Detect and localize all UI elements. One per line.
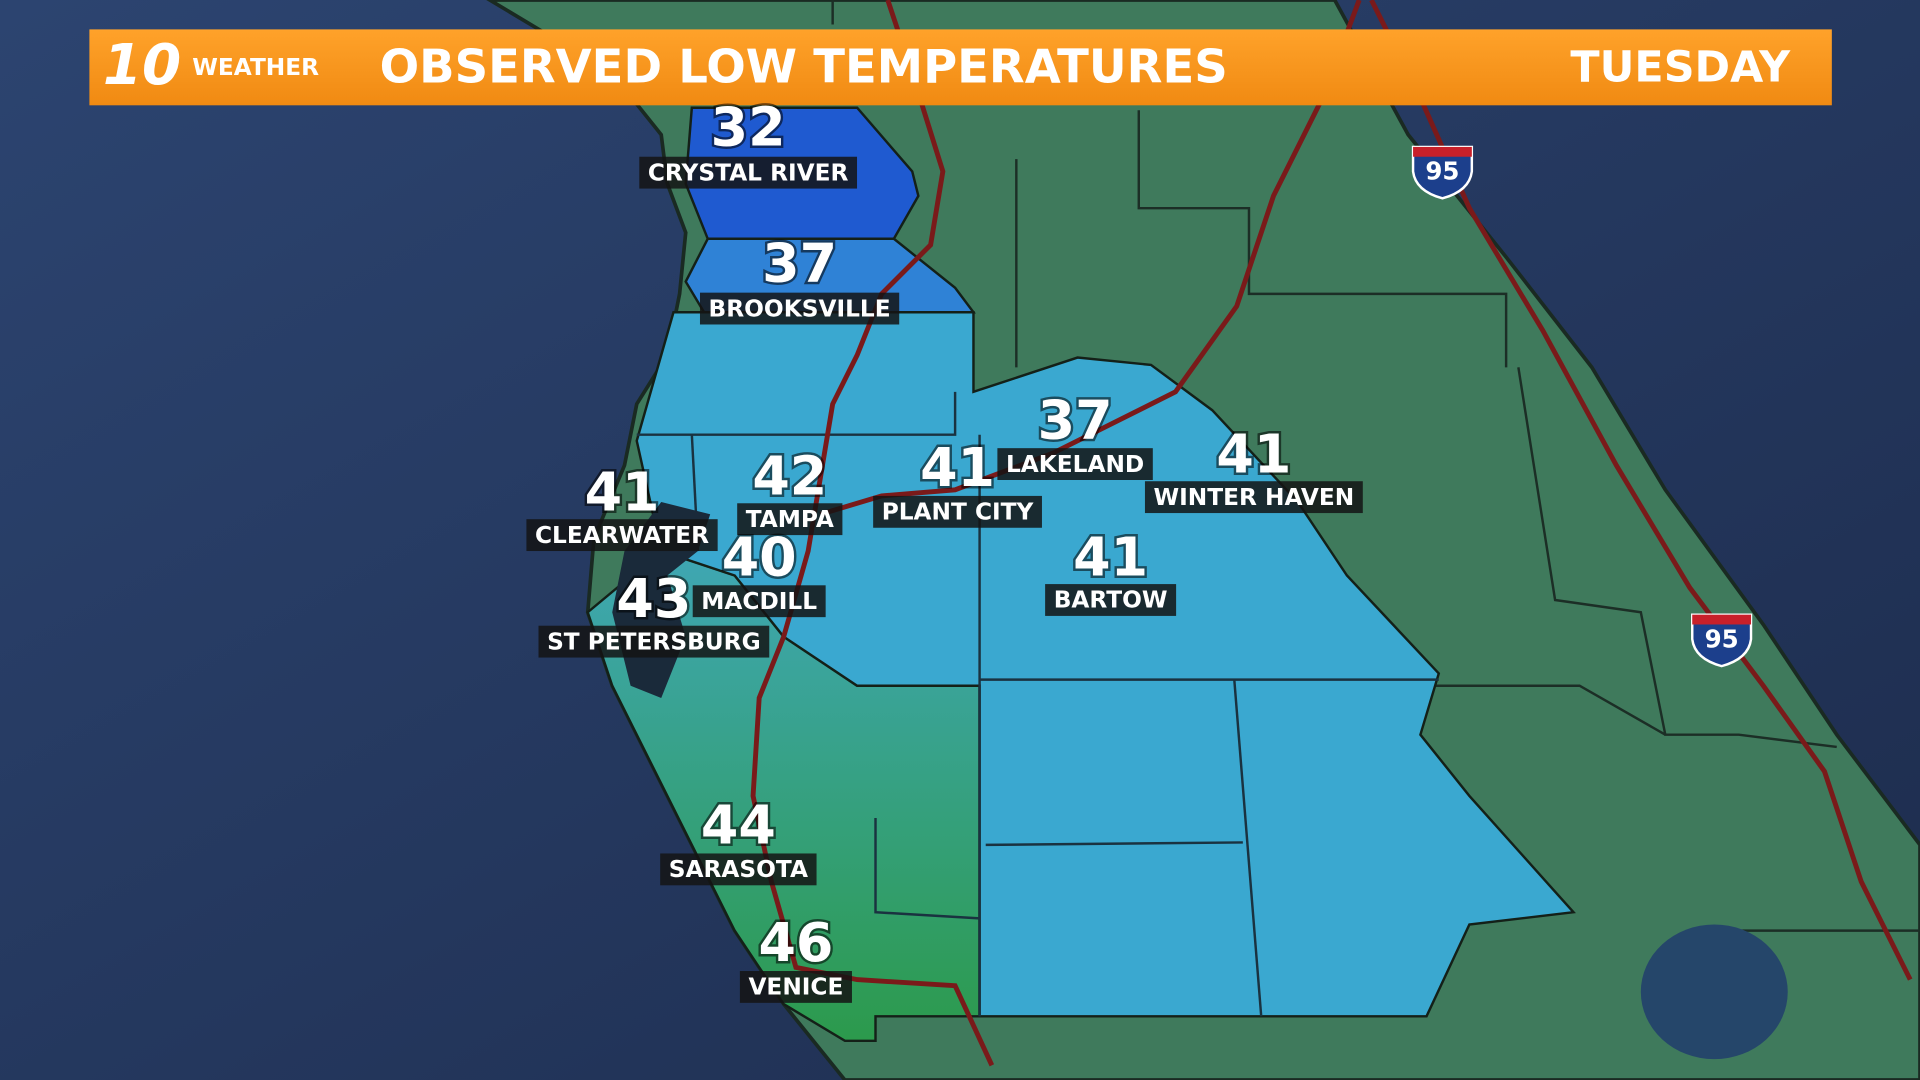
temperature: 46 <box>758 911 833 974</box>
temperature: 43 <box>616 567 691 630</box>
label-box <box>1144 481 1363 514</box>
temperature: 42 <box>752 445 827 508</box>
logo: 10 <box>103 33 181 98</box>
label-box <box>737 503 843 536</box>
label-box <box>639 156 858 189</box>
header: 10 WEATHER OBSERVED LOW TEMPERATURES TUE… <box>89 29 1832 106</box>
shield-shape <box>1691 613 1753 668</box>
shield-shape <box>1411 145 1474 200</box>
county-lines-inland <box>636 391 1439 1017</box>
brand: WEATHER <box>192 54 319 81</box>
label-box <box>1045 584 1177 616</box>
temperature: 37 <box>1038 388 1113 451</box>
label-box <box>660 853 817 886</box>
label-box <box>873 495 1042 528</box>
station-name: CRYSTAL RIVER <box>648 159 849 186</box>
shield-top <box>1413 146 1472 157</box>
label-box <box>997 448 1153 480</box>
temperature: 37 <box>762 232 837 295</box>
temperature: 41 <box>585 461 660 524</box>
station-name: CLEARWATER <box>535 522 709 549</box>
county-lines <box>831 0 1920 932</box>
station-name: PLANT CITY <box>882 499 1035 526</box>
temperature: 40 <box>722 525 797 588</box>
day: TUESDAY <box>1570 42 1791 92</box>
temperature: 44 <box>701 794 776 857</box>
inland-zone <box>635 311 1576 1018</box>
temperature: 32 <box>711 96 786 159</box>
label-box <box>526 519 718 552</box>
temperature: 41 <box>920 436 995 499</box>
temperature: 41 <box>1073 525 1148 588</box>
label-box <box>538 625 770 658</box>
shield-label: 95 <box>1425 157 1459 186</box>
station-name: BROOKSVILLE <box>709 295 891 322</box>
interstate-shield: 95 <box>1691 613 1753 668</box>
lake <box>1640 924 1788 1060</box>
station-name: SARASOTA <box>669 856 808 883</box>
header-bar <box>89 29 1832 106</box>
shield-label: 95 <box>1705 624 1739 653</box>
shields: 95 95 <box>1411 145 1753 668</box>
interstate-shield: 95 <box>1411 145 1474 200</box>
station-name: MACDILL <box>701 588 817 615</box>
title: OBSERVED LOW TEMPERATURES <box>380 39 1228 93</box>
station-name: VENICE <box>748 974 843 1001</box>
label-box <box>699 292 900 325</box>
station-name: WINTER HAVEN <box>1154 484 1355 511</box>
label-box <box>692 585 826 618</box>
station-name: TAMPA <box>746 506 834 533</box>
station-name: LAKELAND <box>1006 451 1144 478</box>
label-box <box>739 971 852 1003</box>
station-name: BARTOW <box>1054 587 1168 614</box>
station-name: ST PETERSBURG <box>547 628 761 655</box>
stations: CRYSTAL RIVER32BROOKSVILLE37CLEARWATER41… <box>526 93 1363 1003</box>
temperature: 41 <box>1216 423 1291 486</box>
shield-top <box>1692 614 1752 625</box>
